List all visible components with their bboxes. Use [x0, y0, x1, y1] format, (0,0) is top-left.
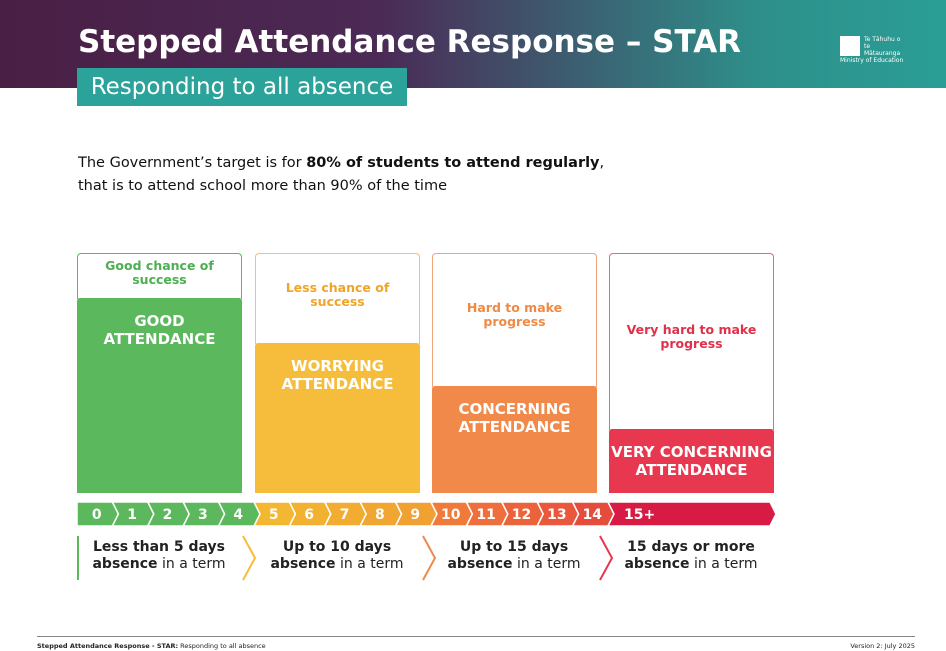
logo-line: te Mātauranga: [864, 43, 901, 57]
range-bold: Less than 5 days: [92, 539, 225, 555]
range: Up to 10 days absence in a term: [257, 539, 417, 573]
intro-text: The Government’s target is for: [78, 155, 302, 171]
footer-version: Version 2: July 2025: [850, 642, 915, 650]
range-bold: absence: [270, 556, 336, 572]
level-outline: [255, 253, 420, 344]
range-bold: Up to 10 days: [282, 539, 392, 555]
scale-label: 4: [233, 507, 243, 523]
level: Less chance of success WORRYING ATTENDANC…: [255, 253, 420, 493]
range-chevron: [599, 535, 614, 581]
scale-label: 13: [547, 507, 566, 523]
range-text: in a term: [162, 556, 226, 572]
intro-text: that is to attend school more than 90% o…: [78, 178, 448, 194]
intro-bold: 80% of students to attend regularly: [306, 155, 600, 171]
range: Up to 15 days absence in a term: [434, 539, 594, 573]
scale-label: 0: [92, 507, 102, 523]
scale-label: 6: [304, 507, 314, 523]
range-bold: absence: [447, 556, 513, 572]
scale-label: 12: [512, 507, 531, 523]
range-bold: absence: [624, 556, 690, 572]
level-outline: [609, 253, 774, 430]
scale-label: 5: [269, 507, 279, 523]
level-box: GOOD ATTENDANCE: [77, 298, 242, 493]
title-bold: STAR: [652, 24, 742, 60]
scale-label: 2: [163, 507, 173, 523]
scale-label: 15+: [624, 507, 655, 523]
range-bold: 15 days or more: [627, 539, 755, 555]
range-bold: Up to 15 days: [459, 539, 569, 555]
level-box: CONCERNING ATTENDANCE: [432, 386, 597, 493]
logo-line: Te Tāhuhu o: [864, 36, 901, 43]
scale-label: 10: [441, 507, 461, 523]
footer-text: Responding to all absence: [180, 642, 266, 650]
range: 15 days or more absence in a term: [611, 539, 771, 573]
footer: Stepped Attendance Response - STAR: Resp…: [37, 636, 915, 650]
range-chevron: [242, 535, 257, 581]
level: Good chance of success GOOD ATTENDANCE: [77, 253, 242, 493]
title: Stepped Attendance Response – STAR: [78, 24, 741, 60]
range-text: in a term: [517, 556, 581, 572]
logo: Te Tāhuhu o te Mātauranga Ministry of Educ…: [840, 36, 903, 64]
level-outline: [77, 253, 242, 299]
chance-label: Less chance of success: [285, 280, 390, 309]
scale-label: 9: [410, 507, 420, 523]
scale-cell: [606, 501, 777, 527]
logo-line: Ministry of Education: [840, 57, 904, 64]
scale-label: 1: [127, 507, 137, 523]
scale-label: 7: [340, 507, 350, 523]
subtitle: Responding to all absence: [77, 68, 407, 106]
intro: The Government’s target is for 80% of st…: [78, 152, 604, 198]
range-text: in a term: [694, 556, 758, 572]
scale-label: 14: [583, 507, 603, 523]
range-text: in a term: [340, 556, 404, 572]
range-bold: absence: [92, 556, 158, 572]
level: Hard to make progress CONCERNING ATTENDAN…: [432, 253, 597, 493]
level-box: WORRYING ATTENDANCE: [255, 343, 420, 493]
chance-label: Good chance of success: [105, 258, 214, 287]
scale-label: 11: [476, 507, 495, 523]
footer-bold: Stepped Attendance Response - STAR:: [37, 642, 179, 650]
range: Less than 5 days absence in a term: [79, 539, 239, 573]
level: Very hard to make progress VERY CONCERNIN…: [609, 253, 774, 493]
scale-label: 8: [375, 507, 385, 523]
intro-text: ,: [599, 155, 605, 171]
title-text: Stepped Attendance Response –: [78, 24, 642, 60]
scale-label: 3: [198, 507, 208, 523]
chance-label: Hard to make progress: [466, 300, 563, 329]
chance-label: Very hard to make progress: [626, 322, 757, 351]
level-box: VERY CONCERNING ATTENDANCE: [609, 429, 774, 493]
level-outline: [432, 253, 597, 387]
range-chevron: [422, 535, 437, 581]
